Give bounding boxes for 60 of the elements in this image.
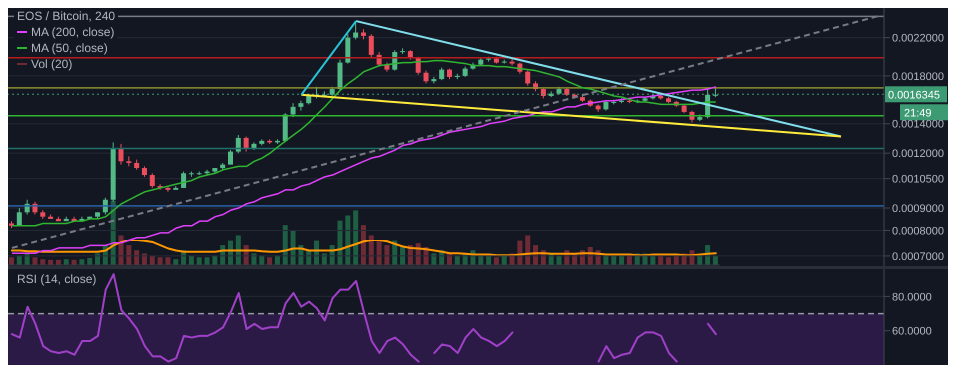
candlestick xyxy=(102,197,108,215)
candlestick xyxy=(142,166,147,178)
candlestick xyxy=(126,156,132,167)
y-tick-label: 0.0018000 xyxy=(892,70,944,83)
legend-label: MA (50, close) xyxy=(31,40,108,56)
y-tick-label: 0.0009000 xyxy=(892,202,944,215)
candlestick xyxy=(298,100,304,112)
bar xyxy=(79,259,84,265)
text: 21:49 xyxy=(904,107,932,120)
candlestick xyxy=(360,28,366,40)
candlestick xyxy=(525,70,530,86)
y-tick-label: 0.0014000 xyxy=(892,118,944,131)
bar xyxy=(196,257,202,265)
chart-title: RSI (14, close) xyxy=(14,271,100,287)
candlestick xyxy=(118,143,124,166)
legend-label: Vol (20) xyxy=(31,56,72,72)
candlestick xyxy=(244,136,249,152)
y-tick-label: 60.0000 xyxy=(892,326,932,338)
bar xyxy=(32,257,38,265)
ref-line-label: 0.0016345 xyxy=(888,89,940,102)
candlestick xyxy=(290,102,296,118)
candlestick xyxy=(150,172,155,188)
candlestick xyxy=(228,150,233,166)
candlestick xyxy=(439,67,444,81)
candlestick xyxy=(368,34,374,58)
bar xyxy=(126,245,132,265)
bar xyxy=(353,210,358,265)
bar xyxy=(134,250,140,265)
candlestick xyxy=(603,100,608,112)
y-tick-label: 0.0008000 xyxy=(892,225,944,238)
bar xyxy=(204,257,210,265)
bar xyxy=(87,258,92,265)
bar xyxy=(9,257,14,265)
candlestick xyxy=(424,70,429,84)
bar xyxy=(494,257,499,265)
bar xyxy=(40,259,46,265)
bar xyxy=(376,240,382,265)
candlestick xyxy=(353,20,358,40)
candlestick xyxy=(16,208,22,226)
y-tick-label: 0.0007000 xyxy=(892,250,944,263)
bar xyxy=(165,257,170,265)
bar xyxy=(338,220,342,265)
bar xyxy=(345,216,350,265)
legend-label: MA (200, close) xyxy=(31,24,114,40)
y-tick-label: 0.0012000 xyxy=(892,148,944,160)
bar xyxy=(64,259,69,265)
chart-title: EOS / Bitcoin, 240 xyxy=(14,8,118,24)
candlestick xyxy=(462,66,468,78)
y-tick-label: 0.0022000 xyxy=(892,32,944,45)
y-tick-label: 0.0010500 xyxy=(892,174,944,186)
bar xyxy=(267,257,272,265)
bar xyxy=(158,257,163,265)
bar xyxy=(384,245,390,265)
y-tick-label: 80.0000 xyxy=(892,291,932,304)
candlestick xyxy=(540,87,546,99)
bar xyxy=(666,257,671,265)
bar xyxy=(368,235,374,265)
bar xyxy=(173,259,178,265)
candlestick xyxy=(134,159,140,170)
candlestick xyxy=(447,68,452,80)
